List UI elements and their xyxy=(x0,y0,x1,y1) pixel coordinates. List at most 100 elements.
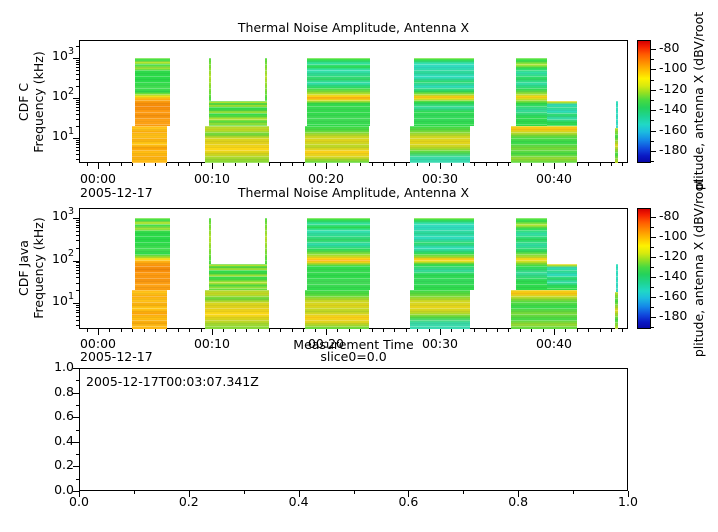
x-tick-label: 0.6 xyxy=(398,494,419,509)
x-tick xyxy=(246,329,248,332)
x-tick xyxy=(303,163,305,166)
colorbar-tick-label: -80 xyxy=(659,207,680,223)
colorbar-tick xyxy=(651,277,656,279)
spectrogram-segment-burst-2 xyxy=(204,125,269,163)
y-tick xyxy=(76,70,79,72)
x-tick xyxy=(497,163,498,166)
x-tick xyxy=(383,163,384,166)
colorbar-tick xyxy=(651,110,656,112)
y-tick-label: 103 xyxy=(52,205,74,223)
x-tick-label: 0.0 xyxy=(69,494,89,509)
x-tick xyxy=(314,163,316,166)
y-tick xyxy=(76,78,79,80)
spectrogram-segment-burst-2 xyxy=(265,58,267,102)
y-tick-exponent: 1 xyxy=(67,125,74,137)
y-tick xyxy=(76,304,79,306)
x-tick-label: 00:10 xyxy=(193,336,231,351)
colorbar xyxy=(637,208,651,329)
spectrogram-segment-burst-4 xyxy=(410,290,470,329)
x-tick xyxy=(565,163,567,166)
x-tick xyxy=(234,163,236,166)
slice-timestamp-annotation: 2005-12-17T00:03:07.341Z xyxy=(86,374,259,389)
y-tick xyxy=(76,325,79,327)
x-tick xyxy=(474,163,476,166)
x-tick-label: 00:20 xyxy=(307,170,345,186)
colorbar-tick xyxy=(651,236,656,238)
x-tick xyxy=(554,329,555,335)
x-tick xyxy=(599,163,601,166)
colorbar-tick-label: -160 xyxy=(659,288,688,304)
x-tick-label: 00:10 xyxy=(193,170,231,186)
x-tick xyxy=(531,163,533,166)
y-tick xyxy=(76,222,79,224)
x-tick xyxy=(188,491,190,497)
x-tick xyxy=(120,163,122,166)
x-tick xyxy=(573,491,575,494)
spectrogram-segment-burst-1 xyxy=(135,58,170,126)
x-tick xyxy=(257,163,259,166)
y-tick xyxy=(76,118,79,120)
y-tick-label: 101 xyxy=(52,125,74,143)
x-tick-label: 00:30 xyxy=(421,170,459,186)
y-tick-label: 0.6 xyxy=(54,408,74,424)
x-tick xyxy=(223,329,225,332)
x-tick-label: 00:30 xyxy=(421,336,459,351)
y-tick xyxy=(76,224,79,226)
x-tick xyxy=(508,329,510,332)
x-tick xyxy=(622,163,624,166)
spectrogram-segment-burst-4 xyxy=(413,218,474,291)
y-tick-label: 101 xyxy=(52,290,74,308)
y-tick xyxy=(76,106,79,108)
colorbar-tick-label: -120 xyxy=(659,248,688,263)
x-tick xyxy=(243,491,245,494)
spectrogram-segment-burst-3 xyxy=(306,218,370,291)
colorbar-tick xyxy=(651,267,654,269)
x-tick xyxy=(166,163,168,166)
colorbar-tick-label: -180 xyxy=(659,308,688,324)
colorbar-tick xyxy=(651,140,654,142)
colorbar-tick xyxy=(651,100,654,102)
x-tick xyxy=(371,329,373,332)
x-tick xyxy=(269,329,270,332)
x-tick xyxy=(246,163,248,166)
y-tick xyxy=(76,264,79,266)
y-tick xyxy=(76,380,79,382)
y-tick xyxy=(76,429,79,431)
spectrogram-segment-burst-5 xyxy=(516,58,548,126)
x-tick xyxy=(440,163,441,169)
x-tick xyxy=(588,163,590,166)
x-tick xyxy=(611,163,612,166)
spectrogram-segment-burst-2 xyxy=(208,101,267,126)
y-tick xyxy=(76,267,79,269)
y-tick-exponent: 1 xyxy=(67,290,74,302)
x-tick-label: 00:40 xyxy=(535,170,573,186)
colorbar-tick xyxy=(651,216,656,218)
y-tick xyxy=(73,58,79,59)
y-tick xyxy=(76,113,79,115)
colorbar-tick-label: -140 xyxy=(659,101,688,117)
colorbar-tick xyxy=(651,89,656,91)
spectrogram-segment-burst-2 xyxy=(208,58,211,102)
colorbar-tick-label: -120 xyxy=(659,80,688,96)
spectrogram-segment-burst-1 xyxy=(131,125,167,163)
x-tick xyxy=(405,329,407,332)
y-tick xyxy=(73,98,79,99)
x-tick xyxy=(531,329,533,332)
colorbar-tick-label: -180 xyxy=(659,142,688,158)
x-tick xyxy=(588,329,590,332)
colorbar-tick xyxy=(651,257,656,258)
spectrogram-segment-sliver xyxy=(614,292,619,329)
colorbar-tick xyxy=(651,226,654,228)
x-tick xyxy=(166,329,168,332)
y-tick-label: 0.0 xyxy=(54,482,74,497)
y-tick xyxy=(76,158,79,160)
y-tick xyxy=(76,247,79,249)
y-tick xyxy=(76,59,79,61)
x-tick xyxy=(291,329,293,332)
x-tick xyxy=(200,163,202,166)
y-tick xyxy=(76,454,79,456)
x-tick xyxy=(223,163,225,166)
y-tick-exponent: 3 xyxy=(67,205,74,217)
y-tick xyxy=(76,290,79,292)
